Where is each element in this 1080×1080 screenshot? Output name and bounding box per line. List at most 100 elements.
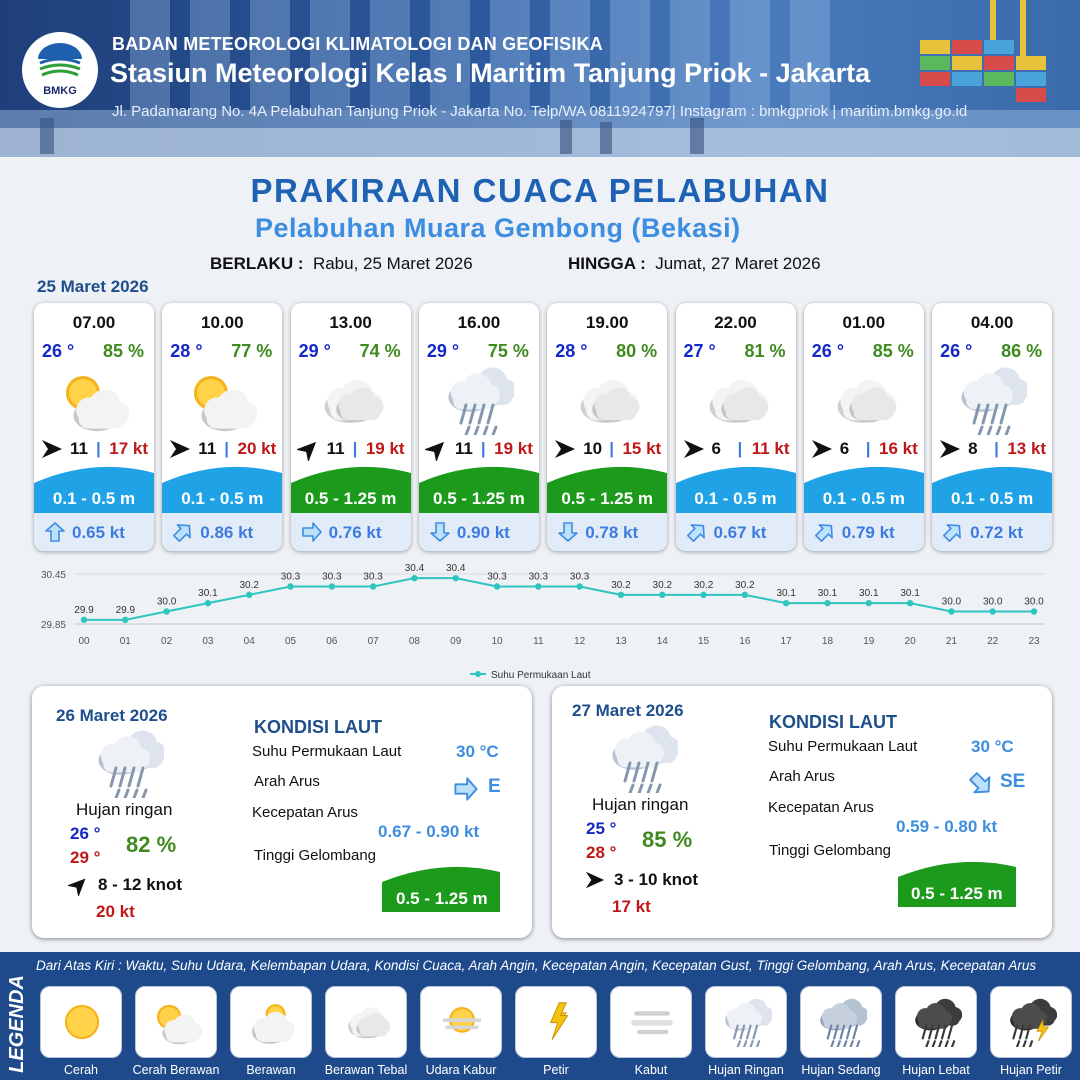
card-gust: 13 kt	[1007, 439, 1047, 458]
card-current: 0.90 kt	[418, 513, 539, 551]
data-point	[948, 608, 955, 615]
wave-shape	[932, 466, 1053, 513]
card-time: 04.00	[970, 313, 1014, 332]
day-condition: Hujan ringan	[592, 795, 689, 814]
legend-item	[325, 986, 407, 1058]
card-current-speed: 0.78 kt	[585, 523, 639, 542]
card-time: 22.00	[714, 313, 757, 332]
legend-marker	[475, 671, 481, 677]
card-time: 16.00	[457, 313, 501, 332]
card-time: 10.00	[201, 313, 244, 332]
data-label: 30.3	[363, 572, 383, 583]
card-gust: 19 kt	[365, 439, 405, 458]
header-banner: BMKG BADAN METEOROLOGI KLIMATOLOGI DAN G…	[0, 0, 1080, 157]
card-wind-separator: |	[994, 439, 999, 458]
day-temp-max: 28 °	[586, 843, 617, 862]
data-point	[535, 583, 542, 590]
data-point	[287, 583, 294, 590]
forecast-card: 07.00 26 ° 85 % 11 | 17 kt 0.1 - 0.5 m 0…	[34, 303, 154, 551]
forecast-card: 13.00 29 ° 74 % 11 | 19 kt 0.5 - 1.25 m …	[290, 303, 411, 551]
data-point	[700, 591, 707, 599]
data-point	[411, 574, 418, 582]
agency-name: BADAN METEOROLOGI KLIMATOLOGI DAN GEOFIS…	[112, 34, 603, 54]
card-wind-speed: 8	[968, 439, 978, 458]
wave-shape	[382, 866, 500, 912]
x-tick-label: 11	[533, 636, 544, 647]
data-label: 30.3	[570, 572, 590, 583]
data-point	[741, 591, 749, 599]
x-tick-label: 04	[244, 636, 256, 647]
card-wind: 11 | 20 kt	[168, 437, 278, 461]
card-current: 0.86 kt	[162, 513, 283, 551]
wave-shape	[418, 466, 539, 513]
petir-icon	[549, 1002, 569, 1041]
cerah-icon	[64, 1004, 100, 1040]
data-label: 30.1	[859, 588, 879, 599]
day-humidity: 85 %	[642, 827, 693, 852]
card-humidity: 86 %	[1001, 341, 1043, 361]
card-wind: 11 | 17 kt	[40, 437, 150, 461]
wave-height-label: Tinggi Gelombang	[254, 847, 377, 864]
card-current-speed: 0.76 kt	[328, 523, 382, 542]
current-direction-icon	[969, 772, 991, 794]
data-point	[989, 608, 996, 615]
legend-item-label: Cerah Berawan	[132, 1063, 220, 1077]
forecast-card: 16.00 29 ° 75 % 11 | 19 kt 0.5 - 1.25 m …	[418, 303, 539, 551]
x-tick-label: 14	[657, 636, 669, 647]
legend-note: Dari Atas Kiri : Waktu, Suhu Udara, Kele…	[36, 958, 1037, 973]
berawan-tebal-icon	[709, 379, 768, 423]
current-direction-icon	[686, 524, 705, 542]
data-label: 30.0	[942, 597, 962, 608]
card-wave-height: 0.1 - 0.5 m	[52, 489, 136, 508]
wave-shape	[34, 466, 154, 513]
y-tick-label: 29.85	[41, 620, 66, 631]
legend-item-label: Kabut	[634, 1063, 668, 1077]
card-current-speed: 0.86 kt	[200, 523, 254, 542]
hujan-petir-icon	[1010, 998, 1057, 1047]
hujan-lebat-icon	[915, 998, 962, 1047]
valid-to-value: Jumat, 27 Maret 2026	[655, 254, 821, 273]
card-air-temp: 29 °	[298, 341, 331, 361]
data-point	[80, 616, 88, 624]
day-wave-height: 0.5 - 1.25 m	[396, 889, 488, 908]
legend-item-label: Berawan	[246, 1063, 296, 1077]
data-point	[328, 583, 336, 590]
station-name: Stasiun Meteorologi Kelas I Maritim Tanj…	[110, 58, 871, 88]
wind-direction-icon	[585, 871, 605, 889]
x-tick-label: 10	[491, 636, 503, 647]
current-direction-icon	[943, 524, 961, 542]
card-wave-height: 0.1 - 0.5 m	[822, 489, 905, 508]
day-temp-min: 26 °	[70, 824, 101, 843]
data-label: 30.2	[735, 580, 755, 591]
data-label: 30.1	[818, 588, 838, 599]
data-point	[369, 583, 377, 590]
card-humidity: 85 %	[102, 341, 144, 361]
data-point	[122, 616, 129, 624]
sea-condition-title: KONDISI LAUT	[254, 717, 382, 737]
x-tick-label: 07	[368, 636, 380, 647]
card-current: 0.78 kt	[547, 513, 668, 551]
x-tick-label: 17	[781, 636, 793, 647]
x-tick-label: 19	[863, 636, 875, 647]
card-wind-speed: 6	[839, 439, 850, 458]
legend-side-label: LEGENDA	[6, 975, 28, 1073]
wave-shape	[547, 466, 668, 513]
card-current: 0.76 kt	[290, 513, 411, 551]
card-time: 01.00	[842, 313, 886, 332]
data-label: 30.1	[900, 588, 920, 599]
legend-item-label: Hujan Petir	[1000, 1063, 1062, 1077]
current-direction-icon	[301, 522, 322, 542]
legend-series-name: Suhu Permukaan Laut	[491, 670, 591, 681]
data-label: 30.3	[322, 572, 342, 583]
legend-item-label: Hujan Lebat	[902, 1063, 970, 1077]
hujan-sedang-icon	[820, 998, 867, 1047]
card-wind-speed: 11	[454, 439, 473, 458]
card-humidity: 85 %	[872, 341, 914, 361]
legend-item	[230, 986, 312, 1058]
legend-item	[800, 986, 882, 1058]
data-label: 30.0	[157, 597, 177, 608]
card-time: 13.00	[329, 313, 372, 332]
valid-from: BERLAKU : Rabu, 25 Maret 2026	[210, 254, 473, 274]
card-wind-speed: 11	[198, 439, 217, 458]
card-air-temp: 26 °	[42, 341, 75, 361]
